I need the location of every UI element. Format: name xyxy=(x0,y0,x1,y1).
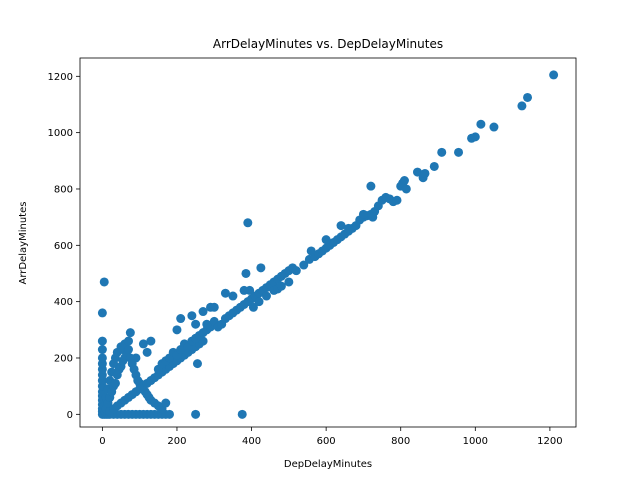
data-point xyxy=(99,277,109,287)
data-point xyxy=(254,297,264,307)
data-point xyxy=(187,311,197,321)
data-point xyxy=(368,212,378,222)
data-point xyxy=(176,314,186,324)
data-point xyxy=(248,302,258,312)
data-point xyxy=(161,398,171,408)
data-point xyxy=(523,92,533,102)
data-point xyxy=(392,195,402,205)
data-point xyxy=(191,409,201,419)
data-point xyxy=(97,353,107,363)
data-point xyxy=(306,246,316,256)
data-point xyxy=(284,277,294,287)
data-point xyxy=(256,263,266,273)
x-tick-label: 1000 xyxy=(463,436,488,447)
data-point xyxy=(470,132,480,142)
data-point xyxy=(97,336,107,346)
data-point xyxy=(344,223,354,233)
data-point xyxy=(243,218,253,228)
x-tick-label: 200 xyxy=(167,436,186,447)
data-point xyxy=(146,336,156,346)
data-point xyxy=(276,281,286,291)
data-point xyxy=(366,181,376,191)
data-point xyxy=(358,209,368,219)
x-tick-label: 800 xyxy=(391,436,410,447)
data-point xyxy=(165,409,174,419)
data-point xyxy=(291,266,301,276)
data-point xyxy=(202,319,212,329)
data-point xyxy=(123,345,133,355)
chart-title: ArrDelayMinutes vs. DepDelayMinutes xyxy=(213,37,443,51)
y-axis-label: ArrDelayMinutes xyxy=(18,202,29,285)
x-tick-label: 1200 xyxy=(537,436,562,447)
data-point xyxy=(172,325,182,335)
data-point xyxy=(220,288,230,298)
data-point xyxy=(239,285,249,295)
data-point xyxy=(413,167,422,177)
data-point xyxy=(429,161,439,171)
data-point xyxy=(517,101,527,111)
x-axis-label: DepDelayMinutes xyxy=(284,459,372,470)
data-point xyxy=(399,176,409,186)
y-tick-label: 600 xyxy=(54,241,73,252)
data-point xyxy=(321,235,331,245)
data-point xyxy=(299,260,309,270)
x-tick-label: 600 xyxy=(317,436,336,447)
x-tick-label: 0 xyxy=(99,436,105,447)
data-point xyxy=(228,291,238,301)
data-point xyxy=(549,70,559,80)
data-point xyxy=(110,378,120,388)
data-point xyxy=(261,291,271,301)
y-tick-label: 0 xyxy=(67,410,73,421)
data-point xyxy=(401,184,411,194)
data-point xyxy=(142,347,152,357)
data-point xyxy=(192,359,202,369)
y-tick-label: 800 xyxy=(54,184,73,195)
data-point xyxy=(489,122,499,132)
data-point xyxy=(437,147,447,157)
data-point xyxy=(125,328,135,338)
y-tick-label: 1200 xyxy=(48,72,73,83)
data-point xyxy=(138,339,148,349)
data-point xyxy=(198,307,208,317)
data-point xyxy=(237,409,247,419)
data-point xyxy=(97,308,107,318)
axes-layer: 0 200 400 600 800 1000 1200 0 200 400 600 800 1000 12… xyxy=(48,57,577,447)
data-point xyxy=(191,319,201,329)
data-point xyxy=(454,147,464,157)
data-point xyxy=(241,268,251,278)
plot-frame xyxy=(79,57,577,428)
data-point xyxy=(420,168,430,178)
data-point xyxy=(97,345,107,355)
y-tick-label: 1000 xyxy=(48,128,73,139)
x-tick-label: 400 xyxy=(242,436,261,447)
data-point xyxy=(209,302,219,312)
data-point xyxy=(336,221,346,231)
points-layer xyxy=(97,70,559,419)
y-tick-label: 200 xyxy=(54,353,73,364)
data-point xyxy=(123,336,133,346)
data-point xyxy=(476,119,486,129)
y-tick-label: 400 xyxy=(54,297,73,308)
